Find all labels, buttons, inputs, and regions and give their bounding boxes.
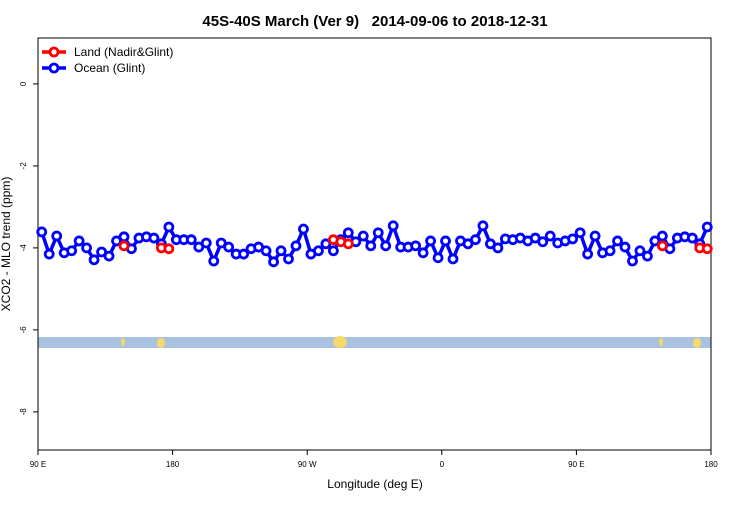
data-point xyxy=(313,245,324,257)
data-point xyxy=(634,245,646,257)
legend-label: Ocean (Glint) xyxy=(74,61,145,75)
data-point xyxy=(372,227,384,239)
data-point xyxy=(223,241,235,253)
y-tick-label: -2 xyxy=(19,162,28,170)
data-point xyxy=(440,235,451,247)
data-point xyxy=(701,243,713,255)
x-tick-label: 180 xyxy=(166,460,180,469)
data-point xyxy=(627,255,638,267)
x-tick-label: 90 E xyxy=(568,460,584,469)
data-point xyxy=(327,245,339,257)
y-tick-label: 0 xyxy=(19,81,28,86)
plot-frame xyxy=(37,37,712,451)
data-point xyxy=(73,235,85,247)
data-point xyxy=(447,253,459,265)
data-point xyxy=(88,254,100,266)
data-point xyxy=(43,248,55,260)
data-point xyxy=(275,245,287,257)
data-point xyxy=(51,230,63,242)
data-point xyxy=(148,232,160,244)
data-point xyxy=(200,237,212,249)
data-point xyxy=(342,238,354,250)
data-point xyxy=(357,230,369,242)
x-tick-label: 180 xyxy=(704,460,718,469)
data-point xyxy=(268,256,279,268)
data-point xyxy=(298,223,309,235)
data-point xyxy=(290,240,302,252)
data-point xyxy=(619,241,631,253)
legend-marker xyxy=(48,46,60,58)
surface-strip xyxy=(38,336,711,348)
data-point xyxy=(380,240,392,252)
data-point xyxy=(118,231,130,243)
data-point xyxy=(208,255,220,267)
x-axis-label: Longitude (deg E) xyxy=(327,477,422,491)
data-point xyxy=(81,242,93,254)
data-point xyxy=(342,227,354,239)
data-point xyxy=(118,240,130,252)
data-point xyxy=(604,245,616,257)
legend-item: Land (Nadir&Glint) xyxy=(42,45,173,59)
data-point xyxy=(582,248,594,260)
x-tick-label: 90 E xyxy=(30,460,46,469)
data-point xyxy=(470,234,481,246)
data-point xyxy=(537,236,549,248)
data-point xyxy=(425,235,436,247)
data-point xyxy=(544,230,556,242)
data-point xyxy=(387,220,399,232)
data-point xyxy=(163,221,175,233)
data-point xyxy=(260,245,272,257)
data-point xyxy=(185,234,197,246)
data-point xyxy=(103,250,115,262)
y-tick-label: -6 xyxy=(19,326,28,334)
data-point xyxy=(642,250,653,262)
chart-title: 45S-40S March (Ver 9) 2014-09-06 to 2018… xyxy=(202,13,547,30)
data-point xyxy=(656,240,668,252)
data-point xyxy=(417,247,429,259)
legend-marker xyxy=(48,62,60,74)
data-point xyxy=(492,242,504,254)
data-point xyxy=(686,232,698,244)
legend-item: Ocean (Glint) xyxy=(42,61,145,75)
data-point xyxy=(477,220,489,232)
data-point xyxy=(163,243,175,255)
data-point xyxy=(701,221,713,233)
data-point xyxy=(283,253,294,265)
data-point xyxy=(238,248,250,260)
data-point xyxy=(649,235,661,247)
data-point xyxy=(567,233,579,245)
y-tick-label: -8 xyxy=(19,408,28,416)
data-point xyxy=(432,252,444,264)
legend-label: Land (Nadir&Glint) xyxy=(74,45,173,59)
data-point xyxy=(66,245,78,257)
data-point xyxy=(574,227,586,239)
x-tick-label: 90 W xyxy=(298,460,317,469)
data-point xyxy=(589,230,601,242)
data-point xyxy=(36,226,48,238)
data-point xyxy=(612,235,623,247)
data-point xyxy=(365,240,377,252)
y-axis-label: XCO2 - MLO trend (ppm) xyxy=(0,177,13,312)
data-point xyxy=(656,230,668,242)
x-tick-label: 0 xyxy=(440,460,445,469)
data-point xyxy=(410,240,422,252)
y-tick-label: -4 xyxy=(19,244,28,252)
